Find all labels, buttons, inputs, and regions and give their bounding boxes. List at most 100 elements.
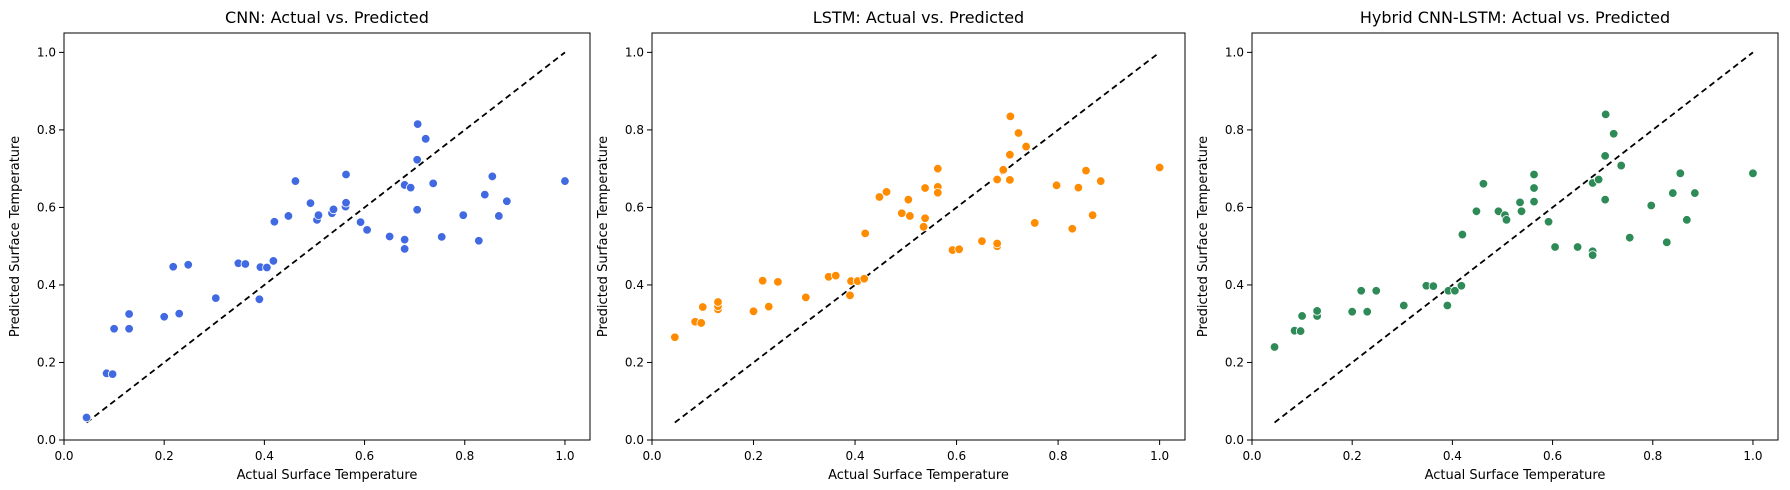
scatter-point	[1297, 311, 1307, 321]
y-tick-label: 0.6	[37, 200, 56, 214]
scatter-point	[713, 297, 723, 307]
scatter-point	[1399, 300, 1409, 311]
y-tick-label: 1.0	[37, 45, 56, 59]
scatter-point	[474, 236, 484, 246]
scatter-point	[412, 155, 422, 165]
y-tick-label: 0.6	[1225, 200, 1244, 214]
scatter-point	[954, 244, 964, 254]
scatter-point	[283, 211, 294, 221]
scatter-point	[933, 163, 943, 174]
scatter-point	[764, 301, 774, 312]
scatter-point	[1478, 179, 1489, 189]
scatter-point	[1269, 342, 1280, 352]
x-tick-label: 0.6	[355, 449, 374, 463]
y-tick-label: 0.4	[1225, 278, 1244, 292]
x-tick-label: 0.6	[947, 449, 966, 463]
scatter-point	[933, 187, 943, 198]
scatter-point	[1600, 109, 1611, 120]
scatter-point	[859, 274, 869, 284]
scatter-point	[1516, 206, 1527, 217]
scatter-point	[773, 277, 783, 287]
scatter-point	[1005, 175, 1015, 185]
scatter-point	[1529, 196, 1539, 207]
scatter-point	[1005, 111, 1016, 122]
scatter-point	[458, 210, 468, 220]
scatter-point	[1682, 215, 1692, 225]
y-tick-label: 0.8	[1225, 123, 1244, 137]
scatter-point	[159, 312, 169, 322]
plot-frame	[651, 32, 1186, 441]
scatter-point	[355, 217, 366, 227]
y-tick-label: 0.2	[625, 355, 644, 369]
chart-title: CNN: Actual vs. Predicted	[225, 8, 429, 27]
scatter-point	[1625, 232, 1635, 243]
scatter-point	[1529, 169, 1539, 180]
scatter-point	[1295, 326, 1306, 336]
y-axis-label: Predicted Surface Temperature	[1196, 136, 1211, 337]
scatter-point	[845, 290, 855, 301]
y-tick-label: 0.8	[37, 123, 56, 137]
scatter-point	[1021, 141, 1031, 152]
scatter-point	[1081, 165, 1091, 176]
scatter-point	[698, 302, 708, 312]
scatter-point	[1030, 218, 1040, 228]
scatter-point	[1005, 150, 1015, 160]
y-tick-label: 0.0	[625, 433, 644, 447]
scatter-point	[1013, 128, 1024, 138]
scatter-point	[874, 192, 885, 202]
x-tick-label: 0.4	[255, 449, 274, 463]
scatter-point	[1515, 197, 1525, 208]
scatter-point	[1662, 237, 1672, 248]
scatter-point	[305, 198, 316, 208]
x-tick-label: 0.2	[744, 449, 763, 463]
identity-reference-line	[674, 51, 1161, 424]
scatter-point	[109, 324, 119, 334]
scatter-point	[1471, 206, 1482, 217]
y-tick-label: 0.6	[625, 200, 644, 214]
scatter-point	[211, 293, 221, 303]
scatter-point	[124, 324, 134, 334]
scatter-point	[977, 236, 987, 246]
scatter-point	[313, 210, 324, 220]
scatter-point	[1051, 180, 1062, 191]
scatter-point	[399, 234, 410, 245]
scatter-point	[903, 194, 914, 205]
chart-panel-0: 0.0 0.2 0.4 0.6 0.8 1.0 0.0 0.2 0.4 0.6 0.8 1.0 CNN:…	[8, 8, 591, 483]
scatter-point	[399, 244, 410, 254]
scatter-point	[1456, 281, 1467, 291]
y-axis-label: Predicted Surface Temperature	[596, 136, 611, 337]
scatter-point	[905, 211, 915, 221]
chart-panel-2: 0.0 0.2 0.4 0.6 0.8 1.0 0.0 0.2 0.4 0.6 0.8 1.0 Hybr…	[1196, 8, 1779, 483]
x-tick-label: 1.0	[555, 449, 574, 463]
y-tick-label: 0.2	[1225, 355, 1244, 369]
x-tick-label: 0.6	[1543, 449, 1562, 463]
scatter-point	[437, 232, 447, 242]
y-tick-label: 0.0	[1225, 433, 1244, 447]
scatter-point	[328, 204, 339, 215]
scatter-point	[502, 196, 512, 206]
y-tick-label: 0.8	[625, 123, 644, 137]
y-tick-label: 0.4	[625, 278, 644, 292]
scatter-point	[1371, 286, 1381, 296]
scatter-point	[290, 176, 301, 186]
x-tick-label: 0.4	[846, 449, 865, 463]
scatter-point	[254, 294, 265, 304]
plot-frame	[63, 32, 591, 441]
scatter-point	[1690, 188, 1700, 198]
scatter-point	[124, 309, 134, 319]
scatter-point	[269, 217, 280, 227]
scatter-point	[1067, 224, 1078, 234]
scatter-point	[480, 189, 490, 200]
scatter-point	[1675, 168, 1686, 179]
x-axis-label: Actual Surface Temperature	[1425, 468, 1606, 483]
scatter-point	[1362, 306, 1372, 317]
y-tick-label: 0.2	[37, 355, 56, 369]
scatter-point	[1428, 281, 1439, 291]
scatter-point	[1587, 250, 1598, 260]
scatter-point	[1748, 168, 1758, 179]
scatter-point	[560, 176, 570, 186]
scatter-point	[1529, 183, 1539, 193]
x-tick-label: 0.4	[1443, 449, 1462, 463]
x-axis-label: Actual Surface Temperature	[237, 468, 418, 483]
